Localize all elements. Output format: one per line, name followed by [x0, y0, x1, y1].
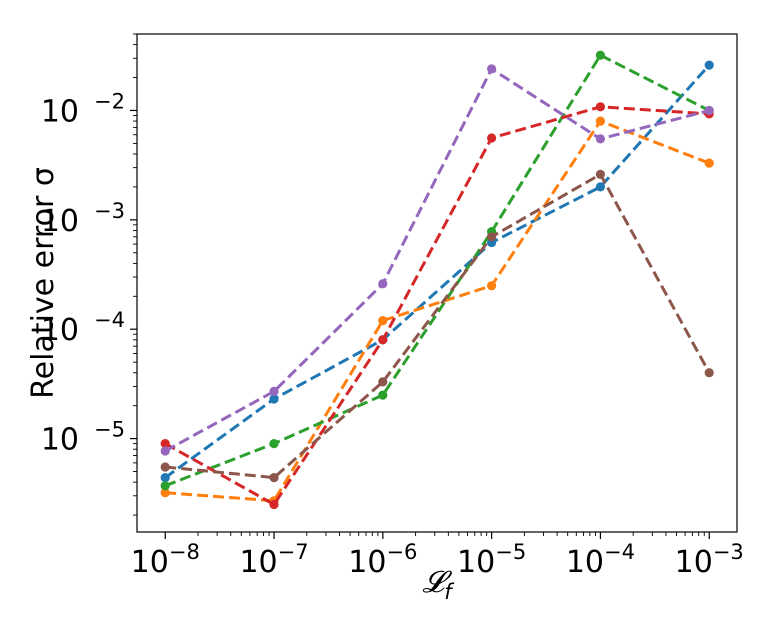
x-tick-exponent: −8: [169, 540, 200, 564]
data-point: [487, 133, 497, 143]
data-point: [269, 386, 279, 396]
data-point: [160, 481, 170, 491]
y-tick-base: 10: [41, 423, 79, 458]
data-point: [269, 473, 279, 483]
x-tick-base: 10: [566, 545, 604, 580]
data-point: [595, 50, 606, 60]
data-point: [160, 473, 170, 483]
x-tick-exponent: −7: [278, 540, 309, 564]
data-point: [269, 394, 279, 404]
data-point: [595, 182, 606, 192]
data-point: [160, 446, 170, 456]
y-tick-exponent: −3: [94, 199, 125, 223]
y-tick-base: 10: [41, 204, 79, 239]
x-tick-label: 10−4: [566, 540, 635, 580]
y-tick-exponent: −5: [94, 418, 125, 442]
data-point: [378, 279, 388, 289]
data-point: [704, 60, 714, 70]
data-point: [487, 232, 497, 242]
x-tick-base: 10: [131, 545, 169, 580]
data-point: [378, 335, 388, 345]
data-point: [160, 488, 170, 498]
data-point: [378, 377, 388, 387]
x-tick-label: 10−3: [675, 540, 744, 580]
series-line: [164, 67, 710, 453]
data-point: [378, 390, 388, 400]
data-point: [704, 368, 714, 378]
data-point: [487, 64, 497, 74]
data-point: [487, 281, 497, 291]
data-point: [160, 462, 170, 472]
y-tick-exponent: −2: [94, 89, 125, 113]
data-point: [269, 439, 279, 449]
x-axis-label: 𝓛f: [422, 565, 455, 604]
plot-frame: [136, 33, 738, 533]
y-tick-exponent: −4: [94, 308, 125, 332]
series-5: [160, 64, 714, 456]
data-point: [595, 116, 606, 126]
y-axis: 10 −5 10 −4 10 −3 10 −2: [41, 33, 137, 516]
x-tick-exponent: −4: [604, 540, 635, 564]
data-point: [378, 316, 388, 326]
data-point: [269, 499, 279, 510]
x-tick-base: 10: [457, 545, 495, 580]
series-line: [164, 53, 710, 488]
x-tick-base: 10: [348, 545, 386, 580]
y-axis-label: Relative error σ: [26, 167, 61, 399]
x-tick-label: 10−7: [239, 540, 308, 580]
data-point: [595, 169, 606, 179]
y-tick-base: 10: [41, 94, 79, 129]
x-tick-label: 10−5: [457, 540, 526, 580]
y-tick-label: 10 −4: [41, 308, 125, 348]
series-6: [160, 169, 714, 483]
y-tick-label: 10 −3: [41, 199, 125, 239]
data-point: [704, 105, 714, 116]
x-tick-base: 10: [675, 545, 713, 580]
series-layer: [160, 50, 714, 510]
data-point: [160, 439, 170, 449]
x-tick-base: 10: [239, 545, 277, 580]
series-1: [160, 60, 714, 483]
plot-area: [137, 34, 737, 532]
y-tick-base: 10: [41, 313, 79, 348]
x-tick-label: 10−6: [348, 540, 417, 580]
y-tick-label: 10 −2: [41, 89, 125, 129]
series-line: [164, 105, 710, 506]
x-tick-exponent: −3: [713, 540, 744, 564]
x-axis: 10−8 10−7 10−6 10−5 10−4 10−3: [131, 532, 744, 580]
series-line: [164, 64, 711, 479]
series-line: [165, 172, 711, 480]
x-axis-label-subscript: f: [444, 580, 455, 604]
data-point: [704, 158, 714, 168]
x-tick-label: 10−8: [131, 540, 200, 580]
data-point: [595, 102, 606, 112]
y-tick-label: 10 −5: [41, 418, 125, 458]
x-tick-exponent: −5: [495, 540, 526, 564]
data-point: [595, 134, 606, 144]
series-line: [165, 119, 710, 503]
x-tick-exponent: −6: [386, 540, 417, 564]
